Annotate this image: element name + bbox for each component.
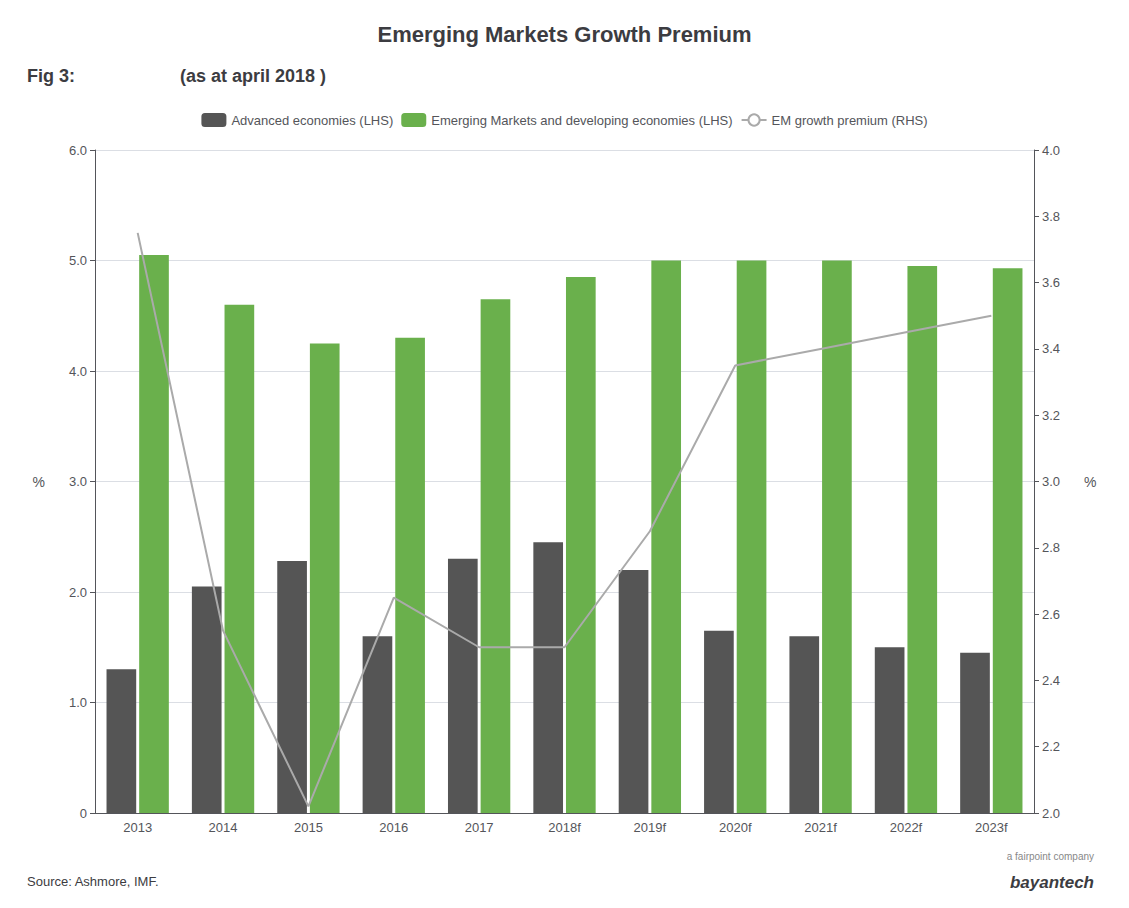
svg-text:Fig 3:: Fig 3: (27, 66, 75, 86)
svg-text:2.8: 2.8 (1042, 540, 1060, 555)
svg-text:Advanced economies (LHS): Advanced economies (LHS) (231, 113, 393, 128)
svg-text:(as at april 2018 ): (as at april 2018 ) (180, 66, 326, 86)
svg-text:3.6: 3.6 (1042, 275, 1060, 290)
svg-text:4.0: 4.0 (69, 364, 87, 379)
svg-text:2020f: 2020f (719, 820, 752, 835)
svg-text:2015: 2015 (294, 820, 323, 835)
svg-text:5.0: 5.0 (69, 253, 87, 268)
svg-text:3.2: 3.2 (1042, 408, 1060, 423)
svg-text:4.0: 4.0 (1042, 143, 1060, 158)
svg-text:2.6: 2.6 (1042, 607, 1060, 622)
svg-text:3.0: 3.0 (69, 474, 87, 489)
svg-text:2021f: 2021f (804, 820, 837, 835)
svg-text:Source: Ashmore, IMF.: Source: Ashmore, IMF. (27, 874, 159, 889)
svg-text:Emerging Markets Growth Premiu: Emerging Markets Growth Premium (377, 22, 751, 47)
svg-text:3.8: 3.8 (1042, 209, 1060, 224)
svg-text:Emerging Markets and developin: Emerging Markets and developing economie… (431, 113, 732, 128)
svg-text:2.4: 2.4 (1042, 673, 1060, 688)
svg-text:%: % (1084, 474, 1096, 490)
svg-text:2.0: 2.0 (69, 585, 87, 600)
svg-text:3.4: 3.4 (1042, 341, 1060, 356)
svg-text:2022f: 2022f (890, 820, 923, 835)
svg-text:EM growth premium (RHS): EM growth premium (RHS) (772, 113, 928, 128)
svg-text:2016: 2016 (379, 820, 408, 835)
svg-text:a fairpoint company: a fairpoint company (1007, 851, 1094, 862)
svg-text:2.0: 2.0 (1042, 806, 1060, 821)
svg-text:3.0: 3.0 (1042, 474, 1060, 489)
svg-text:bayantech: bayantech (1010, 873, 1094, 892)
svg-text:2013: 2013 (123, 820, 152, 835)
svg-text:6.0: 6.0 (69, 143, 87, 158)
svg-text:2014: 2014 (209, 820, 238, 835)
svg-text:2019f: 2019f (634, 820, 667, 835)
svg-text:2018f: 2018f (548, 820, 581, 835)
svg-text:1.0: 1.0 (69, 695, 87, 710)
svg-text:2023f: 2023f (975, 820, 1008, 835)
svg-text:0: 0 (80, 806, 87, 821)
svg-text:2017: 2017 (465, 820, 494, 835)
svg-text:2.2: 2.2 (1042, 739, 1060, 754)
svg-text:%: % (33, 474, 45, 490)
